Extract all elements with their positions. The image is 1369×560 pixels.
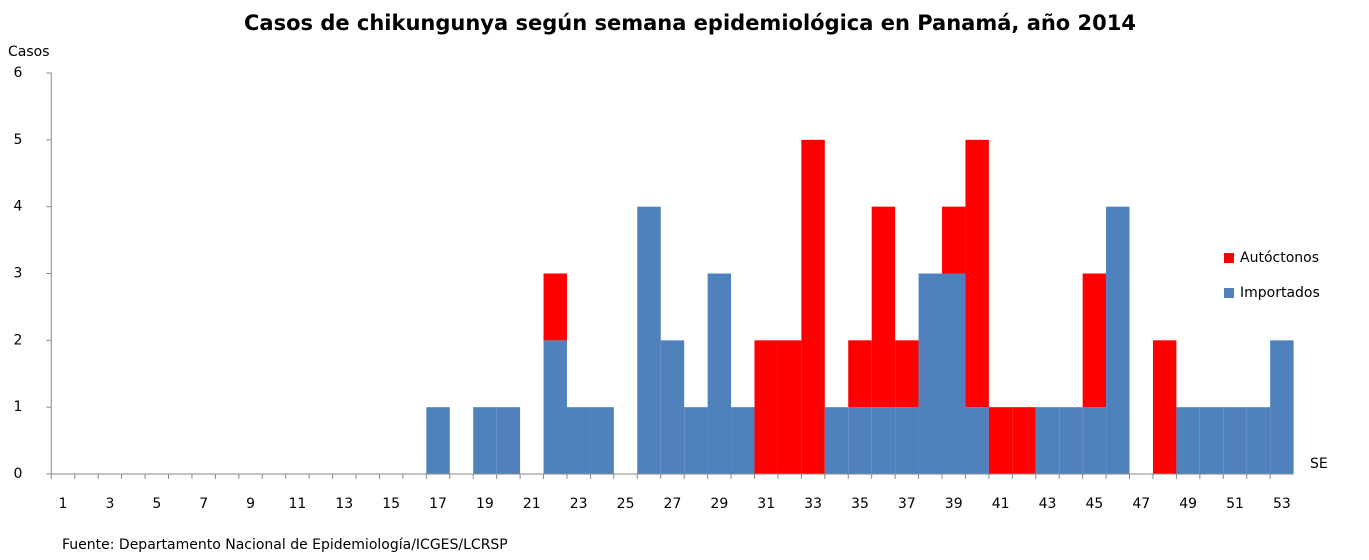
bar-segment bbox=[1106, 206, 1130, 474]
x-tick-label: 51 bbox=[1226, 496, 1244, 512]
bar-segment bbox=[566, 407, 591, 474]
y-tick-label: 6 bbox=[14, 65, 23, 81]
bar-segment bbox=[426, 407, 450, 474]
bar-segment bbox=[1035, 407, 1060, 474]
y-axis-label: Casos bbox=[8, 44, 50, 60]
bar-segment bbox=[754, 340, 778, 474]
x-tick-label: 5 bbox=[152, 496, 161, 512]
x-tick-label: 41 bbox=[992, 496, 1010, 512]
bar-segment bbox=[848, 340, 872, 408]
x-tick-label: 13 bbox=[335, 496, 353, 512]
x-tick-label: 43 bbox=[1039, 496, 1057, 512]
x-tick-label: 1 bbox=[59, 496, 68, 512]
bar-segment bbox=[942, 273, 966, 474]
x-tick-label: 31 bbox=[757, 496, 775, 512]
bar-segment bbox=[1059, 407, 1083, 474]
legend-label: Autóctonos bbox=[1240, 250, 1319, 266]
bar-segment bbox=[473, 407, 497, 474]
x-tick-label: 33 bbox=[804, 496, 822, 512]
legend-label: Importados bbox=[1240, 285, 1320, 301]
bar-segment bbox=[1176, 407, 1200, 474]
bar-segment bbox=[1152, 340, 1177, 474]
chart-title: Casos de chikungunya según semana epidem… bbox=[244, 11, 1136, 35]
bar-segment bbox=[848, 407, 872, 474]
x-tick-label: 49 bbox=[1179, 496, 1197, 512]
y-tick-label: 2 bbox=[14, 332, 23, 348]
x-tick-label: 7 bbox=[199, 496, 208, 512]
bar-segment bbox=[660, 340, 685, 474]
x-tick-label: 19 bbox=[476, 496, 494, 512]
bar-segment bbox=[1012, 407, 1036, 474]
bar-segment bbox=[1082, 273, 1107, 408]
y-tick-label: 5 bbox=[14, 132, 23, 148]
bar-segment bbox=[1199, 407, 1224, 474]
x-tick-label: 47 bbox=[1132, 496, 1150, 512]
source-note: Fuente: Departamento Nacional de Epidemi… bbox=[62, 537, 508, 553]
bar-segment bbox=[965, 139, 989, 408]
bar-segment bbox=[965, 407, 989, 474]
x-tick-label: 15 bbox=[382, 496, 400, 512]
x-tick-label: 17 bbox=[429, 496, 447, 512]
bar-segment bbox=[1270, 340, 1294, 474]
bar-segment bbox=[824, 407, 849, 474]
bar-segment bbox=[1082, 407, 1107, 474]
y-tick-label: 1 bbox=[14, 399, 23, 415]
x-tick-label: 11 bbox=[289, 496, 307, 512]
bar-segment bbox=[707, 273, 732, 474]
x-tick-label: 9 bbox=[246, 496, 255, 512]
y-tick-label: 4 bbox=[14, 199, 23, 215]
x-tick-label: 39 bbox=[945, 496, 963, 512]
x-tick-label: 3 bbox=[105, 496, 114, 512]
bar-segment bbox=[684, 407, 708, 474]
x-tick-label: 37 bbox=[898, 496, 916, 512]
bar-segment bbox=[731, 407, 755, 474]
bar-segment bbox=[590, 407, 614, 474]
bar-segment bbox=[801, 139, 825, 475]
x-tick-label: 21 bbox=[523, 496, 541, 512]
bar-segment bbox=[895, 407, 919, 474]
bar-segment bbox=[543, 340, 567, 474]
bar-segment bbox=[637, 206, 661, 474]
legend-swatch bbox=[1224, 253, 1234, 263]
bar-segment bbox=[895, 340, 919, 408]
x-tick-label: 35 bbox=[851, 496, 869, 512]
bar-segment bbox=[777, 340, 802, 474]
y-tick-label: 3 bbox=[14, 266, 23, 282]
x-tick-label: 45 bbox=[1085, 496, 1103, 512]
bar-segment bbox=[1246, 407, 1271, 474]
bar-segment bbox=[1223, 407, 1247, 474]
x-tick-label: 25 bbox=[617, 496, 635, 512]
x-tick-label: 53 bbox=[1273, 496, 1291, 512]
x-tick-label: 23 bbox=[570, 496, 588, 512]
legend-swatch bbox=[1224, 288, 1234, 298]
x-tick-label: 27 bbox=[664, 496, 682, 512]
bar-segment bbox=[543, 273, 567, 341]
bar-segment bbox=[871, 407, 896, 474]
bar-segment bbox=[942, 206, 966, 274]
bar-segment bbox=[496, 407, 521, 474]
bar-segment bbox=[871, 206, 896, 408]
y-tick-label: 0 bbox=[14, 466, 23, 482]
bar-segment bbox=[918, 273, 943, 474]
bar-segment bbox=[988, 407, 1013, 474]
x-axis-label: SE bbox=[1310, 456, 1328, 472]
x-tick-label: 29 bbox=[710, 496, 728, 512]
